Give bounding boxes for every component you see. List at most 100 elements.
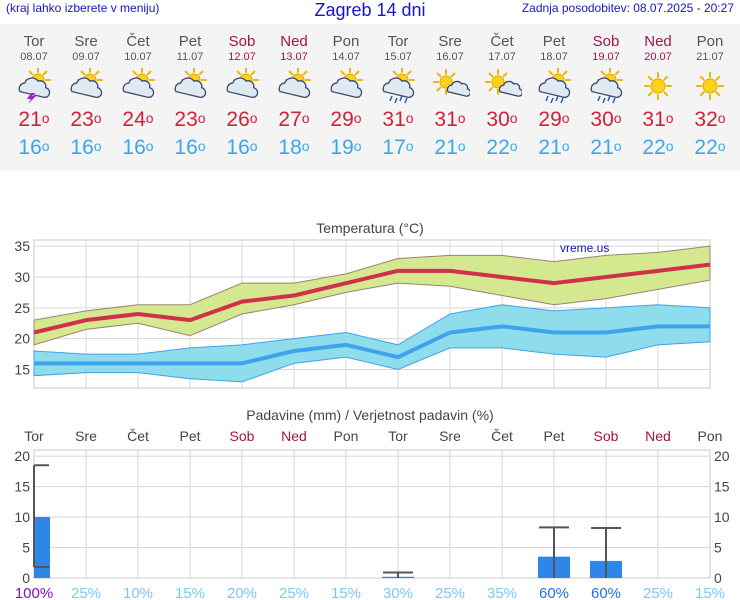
y-tick-label-left: 0 (22, 570, 30, 586)
x-tick-label: Čet (127, 428, 149, 444)
temp-max: 23o (70, 108, 102, 131)
page-title: Zagreb 14 dni (314, 0, 426, 20)
precipitation-probability: 15% (695, 585, 725, 600)
forecast-day: Pet 11.07 23o 16o (164, 24, 216, 162)
precipitation-probability: 60% (591, 585, 621, 600)
x-tick-label: Sre (439, 428, 461, 444)
day-date: 19.07 (592, 51, 620, 63)
forecast-day: Ned 13.07 27o 18o (268, 24, 320, 162)
forecast-day: Čet 17.07 30o 22o (476, 24, 528, 162)
temp-max: 29o (538, 108, 570, 131)
day-name: Pet (542, 33, 566, 50)
temp-min: 16o (122, 136, 154, 159)
day-name: Sre (438, 33, 462, 50)
max-temp-range-band (33, 245, 711, 346)
max-temp-line (33, 262, 711, 335)
forecast-strip: Tor 08.07 21o 16o Sre 09.07 23o 16o Čet 10.07 24o 1… (0, 24, 740, 171)
day-date: 15.07 (384, 51, 412, 63)
watermark: vreme.us (560, 241, 609, 255)
sun-cloud-icon (330, 68, 363, 98)
chart-title: Padavine (mm) / Verjetnost padavin (%) (246, 407, 493, 423)
day-date: 14.07 (332, 51, 360, 63)
day-name: Pon (332, 33, 360, 50)
chart-title: Temperatura (°C) (316, 220, 424, 236)
precipitation-probability: 20% (227, 585, 257, 600)
temp-min: 22o (486, 136, 518, 159)
precipitation-probability: 25% (435, 585, 465, 600)
sun-cloud-icon (70, 68, 103, 98)
last-update: Zadnja posodobitev: 08.07.2025 - 20:27 (521, 1, 734, 15)
temp-min: 22o (694, 136, 726, 159)
precipitation-bar (34, 517, 50, 578)
day-name: Pet (178, 33, 202, 50)
sun-small-cloud-icon (433, 69, 470, 97)
y-tick-label-left: 5 (22, 540, 30, 556)
day-date: 13.07 (280, 51, 308, 63)
forecast-day: Sob 19.07 30o 21o (580, 24, 632, 162)
y-tick-label-right: 15 (714, 479, 730, 495)
forecast-day: Sre 09.07 23o 16o (60, 24, 112, 162)
temp-min: 18o (278, 136, 310, 159)
forecast-day: Tor 15.07 31o 17o (372, 24, 424, 162)
day-date: 08.07 (20, 51, 48, 63)
day-date: 20.07 (644, 51, 672, 63)
day-name: Sob (228, 33, 256, 50)
temp-min: 16o (174, 136, 206, 159)
forecast-day: Sre 16.07 31o 21o (424, 24, 476, 162)
temp-min: 16o (70, 136, 102, 159)
day-date: 10.07 (124, 51, 152, 63)
temp-min: 21o (590, 136, 622, 159)
y-tick-label: 20 (14, 331, 30, 347)
day-name: Tor (23, 33, 45, 50)
day-name: Tor (387, 33, 409, 50)
day-name: Čet (490, 33, 514, 50)
precipitation-probability: 25% (279, 585, 309, 600)
temp-max: 31o (642, 108, 674, 131)
precipitation-probability: 25% (71, 585, 101, 600)
temp-min: 22o (642, 136, 674, 159)
precipitation-probability: 100% (15, 585, 53, 600)
y-tick-label: 35 (14, 238, 30, 254)
precipitation-probability: 15% (175, 585, 205, 600)
temp-max: 26o (226, 108, 258, 131)
temp-min: 16o (226, 136, 258, 159)
weather-icon-slot (112, 64, 164, 106)
temperature-chart: Temperatura (°C) 15 20 25 30 35 vreme.us (14, 220, 711, 389)
temp-max: 32o (694, 108, 726, 131)
x-tick-label: Pet (179, 428, 200, 444)
temp-max: 24o (122, 108, 154, 131)
precipitation-probability: 25% (643, 585, 673, 600)
forecast-day: Pon 21.07 32o 22o (684, 24, 736, 162)
day-date: 09.07 (72, 51, 100, 63)
weather-icon-slot (684, 64, 736, 106)
weather-icon-slot (268, 64, 320, 106)
precipitation-probability: 10% (123, 585, 153, 600)
forecast-day: Sob 12.07 26o 16o (216, 24, 268, 162)
sun-cloud-rain-icon (538, 68, 571, 104)
plot-frame (33, 449, 711, 579)
weather-icon-slot (60, 64, 112, 106)
min-temp-line (34, 324, 710, 366)
weather-icon-slot (164, 64, 216, 106)
forecast-day: Pon 14.07 29o 19o (320, 24, 372, 162)
x-tick-label: Sre (75, 428, 97, 444)
forecast-day: Ned 20.07 31o 22o (632, 24, 684, 162)
temp-min: 21o (434, 136, 466, 159)
day-name: Sob (592, 33, 620, 50)
day-name: Pon (696, 33, 724, 50)
weather-icon-slot (476, 64, 528, 106)
day-date: 18.07 (540, 51, 568, 63)
x-tick-label: Sob (594, 428, 619, 444)
precipitation-probability: 15% (331, 585, 361, 600)
temp-max: 31o (434, 108, 466, 131)
weather-icon-slot (216, 64, 268, 106)
y-tick-label-right: 10 (714, 509, 730, 525)
sun-cloud-lightning-icon (18, 68, 51, 104)
x-tick-label: Pet (543, 428, 564, 444)
weather-icon-slot (424, 64, 476, 106)
weather-icon-slot (580, 64, 632, 106)
x-tick-label: Tor (24, 428, 44, 444)
sun-cloud-icon (122, 68, 155, 98)
y-tick-label: 25 (14, 300, 30, 316)
temp-max: 31o (382, 108, 414, 131)
